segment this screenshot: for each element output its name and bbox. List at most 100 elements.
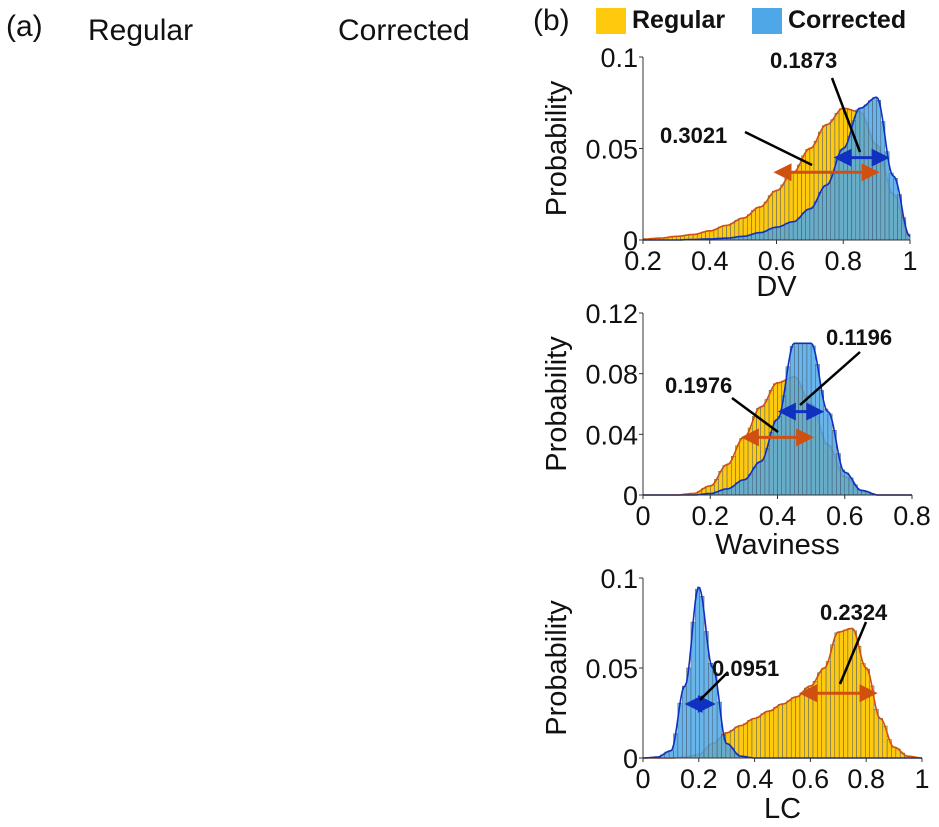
histogram-bar-corrected <box>859 107 865 241</box>
histogram-bar-regular <box>773 706 779 759</box>
histogram-bar-regular <box>799 692 805 759</box>
histogram-bar-corrected <box>776 226 781 241</box>
histogram-bar-regular <box>790 697 796 759</box>
x-tick-label: 0.2 <box>680 764 718 794</box>
histogram-bar-corrected <box>893 177 898 241</box>
histogram-bar-regular <box>838 631 844 759</box>
x-tick-label: 0.8 <box>824 246 862 276</box>
histogram-bar-corrected <box>788 221 794 241</box>
histogram-bar-regular <box>834 632 840 759</box>
histogram-bar-corrected <box>823 408 829 496</box>
y-tick-label: 0 <box>623 744 638 774</box>
y-tick-label: 0.08 <box>585 360 638 390</box>
histogram-bar-corrected <box>699 595 705 759</box>
annotation-leader-line <box>731 396 779 434</box>
histogram-bar-corrected <box>847 135 852 241</box>
x-tick-label: 0.6 <box>792 764 830 794</box>
y-tick-label: 0 <box>623 226 638 256</box>
annotation-width-label: 0.0951 <box>712 656 779 681</box>
histogram-bar-regular <box>821 667 827 759</box>
histogram-bar-corrected <box>817 192 823 241</box>
histogram-bar-corrected <box>868 100 873 241</box>
histogram-bar-regular <box>878 718 884 759</box>
histogram-bar-regular <box>769 710 775 759</box>
x-tick-label: 0.4 <box>691 246 729 276</box>
histogram-bar-corrected <box>760 459 766 496</box>
annotation-leader-line <box>799 351 861 406</box>
histogram-bar-regular <box>860 663 866 759</box>
annotation-width-label: 0.1196 <box>826 325 892 350</box>
histogram-bar-regular <box>825 661 831 759</box>
histogram-bar-corrected <box>802 343 808 496</box>
histogram-bar-corrected <box>855 109 861 241</box>
y-axis-title: Probability <box>541 336 573 472</box>
annotation-width-label: 0.1873 <box>770 48 837 73</box>
histogram-bar-corrected <box>810 345 816 496</box>
histogram-bar-corrected <box>872 97 877 241</box>
x-tick-label: 0.4 <box>736 764 774 794</box>
histogram-bar-corrected <box>668 750 674 759</box>
y-tick-label: 0 <box>623 481 638 511</box>
x-tick-label: 0.6 <box>758 246 796 276</box>
histogram-bar-corrected <box>772 227 777 241</box>
histogram-bar-regular <box>804 687 809 759</box>
column-header-regular: Regular <box>88 14 194 47</box>
histogram-bar-corrected <box>876 100 882 241</box>
histogram-bar-regular <box>782 703 788 759</box>
histogram-bar-corrected <box>695 588 700 759</box>
legend-swatch-corrected <box>752 7 782 34</box>
x-axis-title: DV <box>756 271 797 303</box>
histogram-bar-regular <box>830 644 836 759</box>
histogram-bar-corrected <box>767 228 773 241</box>
x-tick-label: 0.8 <box>847 764 885 794</box>
histogram-bar-regular <box>760 713 766 759</box>
x-tick-label: 0 <box>635 501 650 531</box>
histogram-bar-corrected <box>784 223 790 241</box>
x-tick-label: 0.6 <box>826 501 864 531</box>
x-tick-label: 0 <box>635 764 650 794</box>
x-axis-title: LC <box>764 793 801 825</box>
histogram-bar-corrected <box>801 212 806 241</box>
x-tick-label: 1 <box>902 246 917 276</box>
histogram-bar-regular <box>764 711 770 759</box>
x-tick-label: 1 <box>914 764 929 794</box>
panel-b-label: (b) <box>533 4 570 37</box>
histogram-bar-corrected <box>806 343 812 496</box>
y-tick-label: 0.1 <box>600 43 638 73</box>
histogram-bar-corrected <box>755 232 761 241</box>
legend-label-regular: Regular <box>632 6 726 34</box>
column-header-corrected: Corrected <box>338 14 470 47</box>
histogram-bar-corrected <box>827 413 833 496</box>
histogram-bar-regular <box>738 725 744 759</box>
legend-corrected: Corrected <box>752 6 906 35</box>
histogram-bar-corrected <box>830 173 836 241</box>
histogram-bar-corrected <box>780 225 786 241</box>
histogram-bar-regular <box>786 700 792 759</box>
histogram-bar-regular <box>865 668 870 759</box>
histogram-bar-corrected <box>777 416 782 496</box>
histogram-bar-regular <box>751 718 757 759</box>
histogram-bar-corrected <box>815 364 820 496</box>
histogram-bar-corrected <box>822 185 827 241</box>
histogram-bar-regular <box>743 723 748 759</box>
histogram-bar-corrected <box>844 472 850 496</box>
histogram-bar-corrected <box>826 183 831 241</box>
histogram-bar-corrected <box>819 390 824 496</box>
histogram-bar-corrected <box>813 201 819 241</box>
annotation-leader-line <box>744 130 813 167</box>
histogram-bar-corrected <box>725 743 731 759</box>
histogram-bar-corrected <box>843 146 848 241</box>
histogram-bar-corrected <box>785 366 791 496</box>
annotation-leader-line <box>830 77 862 153</box>
histogram-bar-corrected <box>681 685 687 759</box>
histogram-bar-corrected <box>743 478 749 496</box>
histogram-bar-corrected <box>880 121 886 241</box>
histogram-bar-regular <box>856 646 862 759</box>
histogram-bar-corrected <box>768 432 774 496</box>
annotation-leader-line <box>838 621 868 685</box>
legend-swatch-regular <box>596 7 626 34</box>
y-axis-title: Probability <box>541 600 573 736</box>
x-tick-label: 0.2 <box>691 501 729 531</box>
y-tick-label: 0.04 <box>585 420 638 450</box>
annotation-width-label: 0.3021 <box>660 123 727 148</box>
